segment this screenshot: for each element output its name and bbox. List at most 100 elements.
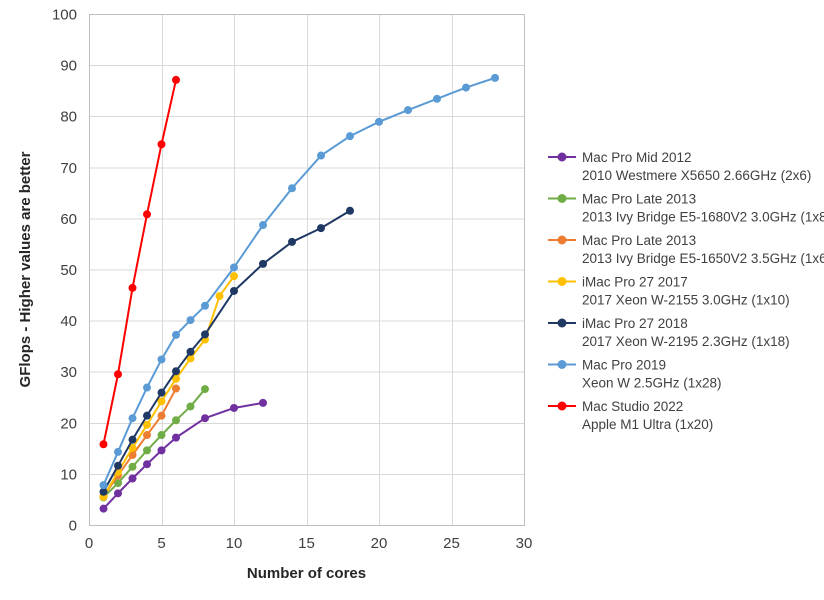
y-tick-label: 10	[60, 466, 77, 483]
series-7	[99, 75, 180, 449]
data-point-marker	[288, 237, 296, 246]
y-tick-label: 90	[60, 58, 77, 75]
data-point-marker	[433, 94, 441, 103]
data-point-marker	[230, 272, 238, 281]
data-point-marker	[259, 221, 267, 230]
y-tick-label: 100	[52, 7, 77, 24]
data-point-marker	[157, 446, 166, 455]
y-tick-label: 40	[60, 313, 77, 330]
y-tick-label: 0	[69, 518, 77, 535]
data-point-marker	[128, 435, 137, 444]
legend-entry-sublabel: 2017 Xeon W-2155 3.0GHz (1x10)	[582, 293, 790, 308]
data-point-marker	[201, 330, 209, 339]
x-tick-label: 30	[516, 535, 533, 552]
x-tick-label: 10	[226, 535, 243, 552]
data-point-marker	[230, 286, 238, 295]
legend-entry[interactable]: Mac Pro 2019 Xeon W 2.5GHz (1x28)	[548, 358, 722, 391]
data-point-marker	[172, 75, 180, 84]
legend-marker	[557, 277, 567, 286]
data-point-marker	[230, 403, 238, 412]
data-point-marker	[114, 461, 122, 470]
legend-entry-label: iMac Pro 27 2017	[582, 275, 688, 290]
gridlines	[89, 14, 525, 525]
data-point-marker	[172, 367, 180, 376]
data-point-marker	[259, 259, 267, 268]
data-point-marker	[157, 140, 166, 149]
legend-entry-sublabel: Xeon W 2.5GHz (1x28)	[582, 376, 722, 391]
series-5	[99, 206, 354, 496]
data-point-marker	[128, 443, 137, 452]
data-point-marker	[172, 416, 180, 425]
y-axis-tick-labels: 0 10 20 30 40 50 60 70 80 90 100	[52, 7, 77, 535]
data-point-marker	[215, 292, 224, 301]
legend-entry[interactable]: iMac Pro 27 2017 2017 Xeon W-2155 3.0GHz …	[548, 275, 790, 308]
data-point-marker	[99, 440, 108, 449]
data-point-marker	[491, 73, 499, 82]
data-point-marker	[157, 431, 166, 440]
data-point-marker	[157, 397, 166, 406]
data-point-marker	[317, 151, 325, 160]
x-tick-label: 25	[443, 535, 460, 552]
data-point-marker	[259, 398, 267, 407]
series-2	[99, 385, 209, 502]
data-point-marker	[114, 370, 122, 379]
legend-marker	[557, 318, 567, 328]
data-point-marker	[201, 385, 209, 394]
data-point-marker	[186, 402, 195, 411]
series-line	[102, 387, 177, 498]
legend-marker	[557, 152, 567, 162]
data-point-marker	[186, 316, 195, 325]
data-point-marker	[99, 481, 108, 490]
legend-entry[interactable]: Mac Studio 2022 Apple M1 Ultra (1x20)	[548, 399, 713, 432]
series-line	[102, 78, 177, 446]
data-point-marker	[157, 411, 166, 420]
legend-entry-sublabel: 2013 Ivy Bridge E5-1680V2 3.0GHz (1x8)	[582, 210, 824, 225]
series-line	[102, 209, 351, 493]
data-point-marker	[114, 489, 122, 498]
data-point-marker	[317, 224, 325, 233]
y-tick-label: 50	[60, 262, 77, 279]
data-point-marker	[157, 388, 166, 397]
data-point-marker	[462, 83, 470, 92]
data-point-marker	[99, 487, 108, 496]
legend-entry-label: Mac Pro Mid 2012	[582, 150, 692, 165]
legend-entry-sublabel: 2017 Xeon W-2195 2.3GHz (1x18)	[582, 334, 790, 349]
data-point-marker	[375, 117, 383, 126]
data-point-marker	[186, 354, 195, 363]
x-axis-tick-labels: 0 5 10 15 20 25 30	[85, 535, 533, 552]
data-point-marker	[128, 462, 137, 471]
data-point-marker	[128, 474, 137, 483]
legend-entry-label: iMac Pro 27 2018	[582, 316, 688, 331]
legend-marker	[557, 401, 567, 411]
y-tick-label: 60	[60, 211, 77, 228]
y-axis-title: GFlops - Higher values are better	[17, 151, 34, 387]
legend-entry[interactable]: iMac Pro 27 2018 2017 Xeon W-2195 2.3GHz …	[548, 316, 790, 349]
data-point-marker	[143, 383, 151, 392]
series-line	[102, 275, 235, 498]
data-point-marker	[143, 446, 151, 455]
data-point-marker	[230, 263, 238, 272]
data-point-marker	[346, 206, 354, 215]
data-point-marker	[143, 411, 151, 420]
data-point-marker	[99, 504, 108, 513]
data-point-marker	[172, 384, 180, 393]
y-tick-label: 70	[60, 160, 77, 177]
x-tick-label: 0	[85, 535, 93, 552]
data-point-marker	[114, 479, 122, 488]
data-point-marker	[186, 347, 195, 356]
y-tick-label: 20	[60, 415, 77, 432]
data-point-marker	[172, 374, 180, 383]
data-point-marker	[114, 447, 122, 456]
data-point-marker	[143, 210, 151, 219]
data-point-marker	[172, 433, 180, 442]
series-line	[102, 76, 496, 487]
legend-entry-label: Mac Pro 2019	[582, 358, 666, 373]
legend-entry[interactable]: Mac Pro Mid 2012 2010 Westmere X5650 2.66…	[548, 150, 811, 183]
legend-entry[interactable]: Mac Pro Late 2013 2013 Ivy Bridge E5-1650…	[548, 233, 824, 266]
x-axis-title: Number of cores	[247, 565, 366, 582]
legend-marker	[557, 194, 567, 203]
legend-entry[interactable]: Mac Pro Late 2013 2013 Ivy Bridge E5-1680…	[548, 192, 824, 225]
series-1	[99, 398, 267, 513]
